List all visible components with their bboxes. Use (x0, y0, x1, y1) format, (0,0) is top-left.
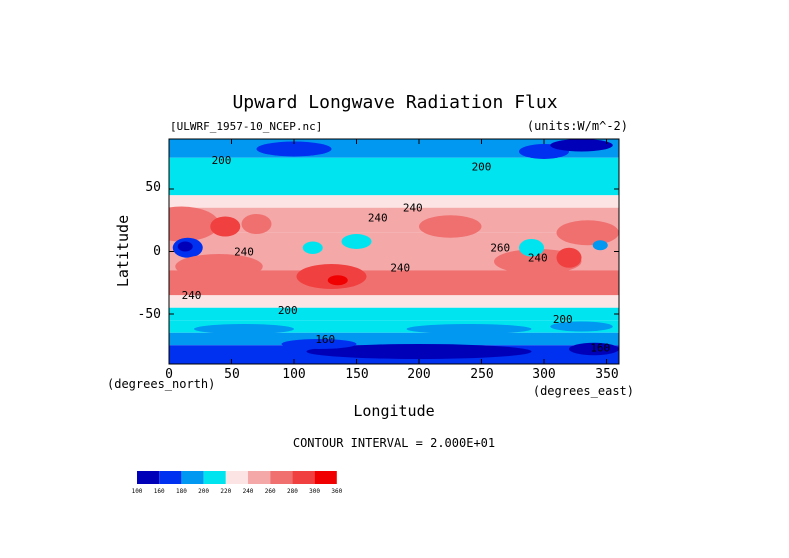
flux-anomaly (556, 247, 582, 268)
zonal-band (169, 307, 619, 321)
contour-label: 240 (182, 289, 202, 302)
color-bar-bin (314, 471, 337, 484)
y-unit-label: (degrees_north) (107, 377, 215, 391)
x-tick-label: 250 (470, 367, 493, 382)
flux-anomaly (194, 324, 294, 334)
x-tick-labels: 0 50 100 150 200 250 300 350 (165, 367, 619, 382)
color-bar-bin (270, 471, 293, 484)
contour-label: 200 (212, 154, 232, 167)
color-bar-label: 200 (198, 488, 209, 495)
color-bar: 100 160 180 200 220 240 260 280 300 360 (132, 471, 343, 495)
flux-anomaly (306, 344, 532, 359)
zonal-band (169, 332, 619, 346)
contour-label: 200 (472, 160, 492, 173)
x-unit-label: (degrees_east) (533, 384, 634, 398)
contour-label: 240 (234, 245, 254, 258)
flux-anomaly (281, 339, 357, 349)
color-bar-label: 220 (220, 488, 231, 495)
flux-anomaly (177, 241, 193, 252)
flux-anomaly (327, 275, 348, 286)
color-bar-bin (225, 471, 248, 484)
flux-anomaly (592, 240, 608, 251)
zonal-band (169, 295, 619, 308)
flux-anomaly (341, 234, 372, 249)
units-label: (units:W/m^-2) (527, 119, 628, 133)
contour-labels: 200 200 240 240 240 240 240 260 240 200 200 160 160 (182, 154, 611, 355)
contour-label: 160 (315, 333, 335, 346)
flux-anomaly (419, 215, 482, 238)
y-tick-label: 50 (145, 180, 161, 195)
color-bar-label: 160 (154, 488, 165, 495)
x-tick-label: 200 (407, 367, 430, 382)
flux-anomaly (550, 139, 613, 152)
flux-anomaly (302, 241, 323, 254)
contour-label: 260 (490, 242, 510, 255)
color-bar-label: 260 (265, 488, 276, 495)
color-bar-label: 240 (243, 488, 254, 495)
contour-interval-label: CONTOUR INTERVAL = 2.000E+01 (293, 436, 495, 450)
color-bar-label: 180 (176, 488, 187, 495)
flux-anomaly (175, 254, 263, 279)
flux-field (169, 139, 619, 364)
flux-anomaly (241, 214, 272, 234)
color-bar-bin (159, 471, 182, 484)
color-bar-bin (181, 471, 204, 484)
axis-ticks (168, 139, 619, 364)
x-tick-label: 100 (282, 367, 305, 382)
x-tick-label: 350 (595, 367, 618, 382)
flux-anomaly (169, 206, 219, 242)
y-tick-label: 0 (153, 244, 161, 259)
x-tick-label: 0 (165, 367, 173, 382)
flux-anomaly (550, 321, 613, 332)
contour-label: 200 (278, 304, 298, 317)
color-bar-label: 300 (309, 488, 320, 495)
zonal-band (169, 195, 619, 208)
contour-label: 240 (528, 252, 548, 265)
y-tick-label: -50 (138, 307, 161, 322)
flux-anomaly (519, 239, 544, 257)
zonal-band (169, 157, 619, 177)
color-bar-label: 360 (331, 488, 342, 495)
flux-anomaly (406, 324, 532, 334)
x-tick-label: 150 (345, 367, 368, 382)
flux-anomaly (256, 141, 332, 157)
contour-label: 240 (390, 262, 410, 275)
color-bar-bin (203, 471, 226, 484)
contour-label: 200 (553, 313, 573, 326)
chart-title: Upward Longwave Radiation Flux (232, 92, 557, 113)
x-tick-label: 300 (532, 367, 555, 382)
y-axis-label: Latitude (114, 215, 132, 287)
zonal-band (169, 176, 619, 196)
color-bar-bin (137, 471, 160, 484)
x-tick-label: 50 (224, 367, 240, 382)
color-bar-bin (248, 471, 271, 484)
contour-label: 160 (590, 342, 610, 355)
contour-label: 240 (368, 212, 388, 225)
color-bar-bin (292, 471, 315, 484)
flux-anomaly (569, 342, 619, 356)
contour-label: 240 (403, 202, 423, 215)
flux-anomaly (210, 216, 241, 237)
x-axis-label: Longitude (353, 402, 434, 420)
color-bar-label: 100 (132, 488, 143, 495)
color-bar-label: 280 (287, 488, 298, 495)
y-tick-labels: 50 0 -50 (138, 180, 161, 322)
flux-anomaly (556, 220, 619, 246)
source-label: [ULWRF_1957-10_NCEP.nc] (170, 120, 322, 133)
